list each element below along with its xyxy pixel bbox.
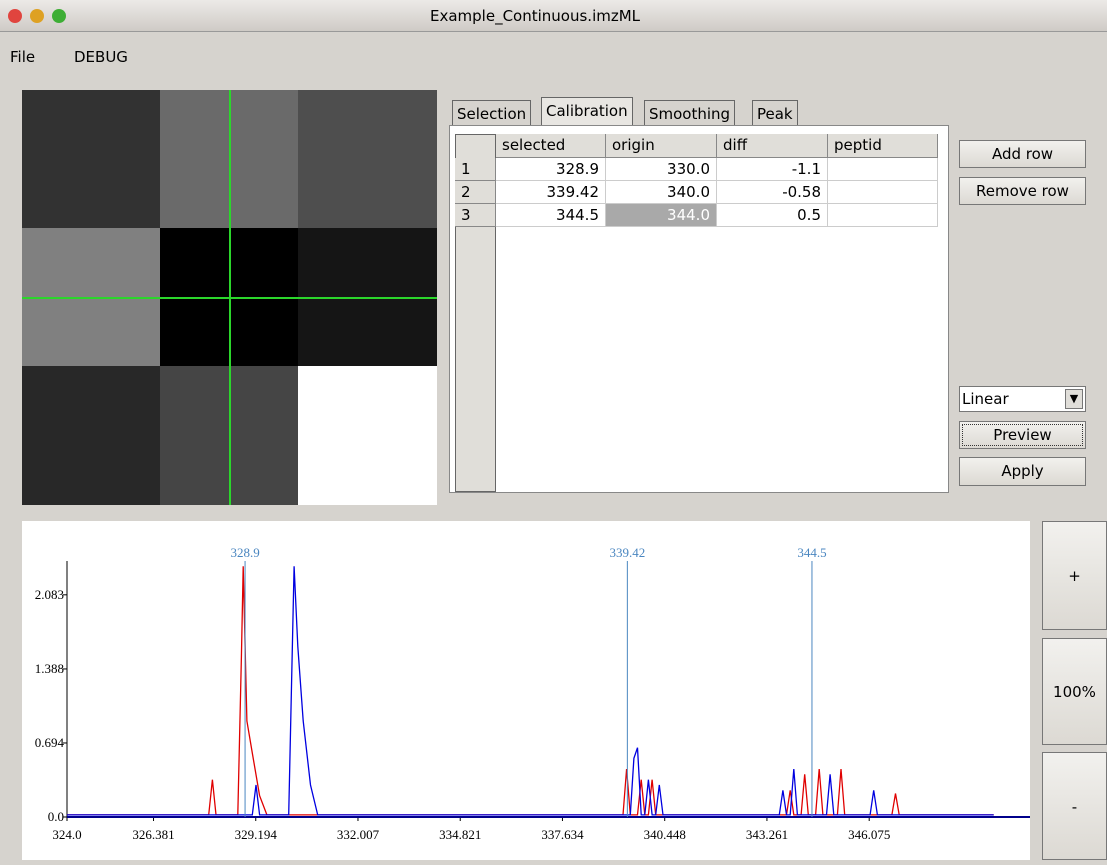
x-tick-label: 334.821 xyxy=(439,827,481,842)
spectrum-chart[interactable]: 0.0 0.694 1.388 2.083 324.0 326.381 329.194 332… xyxy=(22,521,1030,860)
pixel xyxy=(298,366,437,505)
menu-item[interactable]: File xyxy=(10,48,36,66)
menu-item[interactable]: DEBUG xyxy=(74,48,128,66)
column-header[interactable]: peptid xyxy=(828,134,938,158)
table-cell[interactable]: 344.0 xyxy=(606,204,717,227)
crosshair xyxy=(22,297,437,299)
tab[interactable]: Smoothing xyxy=(644,100,736,126)
table-cell[interactable] xyxy=(828,204,938,227)
x-tick-label: 332.007 xyxy=(337,827,380,842)
dropdown-arrow[interactable]: ▼ xyxy=(1065,389,1083,409)
row-number[interactable]: 2 xyxy=(455,181,496,204)
method-value: Linear xyxy=(962,390,1009,408)
image-view[interactable] xyxy=(22,90,437,505)
add-row-button[interactable]: Add row xyxy=(959,140,1086,168)
zoom-reset-button[interactable]: 100% xyxy=(1042,638,1107,745)
calibration-panel: selected origin diff peptid 1 328.9 330.0-… xyxy=(449,125,949,493)
zoom-button[interactable] xyxy=(52,9,66,23)
tab-active[interactable]: Calibration xyxy=(541,97,633,126)
pixel xyxy=(298,90,437,228)
x-tick-label: 326.381 xyxy=(132,827,174,842)
tab[interactable]: Selection xyxy=(452,100,532,126)
x-tick-label: 329.194 xyxy=(235,827,278,842)
row-number[interactable]: 1 xyxy=(455,158,496,181)
close-button[interactable] xyxy=(8,9,22,23)
pixel xyxy=(22,366,160,505)
method-select[interactable]: Linear ▼ xyxy=(959,386,1086,412)
minimize-button[interactable] xyxy=(30,9,44,23)
column-header[interactable]: diff xyxy=(717,134,828,158)
table-cell[interactable]: 340.0 xyxy=(606,181,717,204)
table-cell[interactable]: 328.9 xyxy=(496,158,606,181)
title-bar: Example_Continuous.imzML xyxy=(0,0,1107,32)
table-cell[interactable]: 0.5 xyxy=(717,204,828,227)
row-number[interactable]: 3 xyxy=(455,204,496,227)
x-tick-label: 324.0 xyxy=(52,827,81,842)
plot-background xyxy=(22,521,1030,860)
zoom-out-button[interactable]: - xyxy=(1042,752,1107,860)
y-tick-label: 0.0 xyxy=(48,809,64,824)
remove-row-button[interactable]: Remove row xyxy=(959,177,1086,205)
spectrum-line xyxy=(67,566,994,816)
table-cell[interactable]: 344.5 xyxy=(496,204,606,227)
marker-label: 339.42 xyxy=(609,545,645,560)
tab[interactable]: Peak xyxy=(752,100,798,126)
zoom-in-button[interactable]: + xyxy=(1042,521,1107,630)
y-tick-label: 1.388 xyxy=(35,661,64,676)
table-cell[interactable] xyxy=(828,181,938,204)
table-cell[interactable]: -0.58 xyxy=(717,181,828,204)
marker-label: 328.9 xyxy=(230,545,259,560)
pixel xyxy=(22,90,160,228)
column-header[interactable]: origin xyxy=(606,134,717,158)
preview-button[interactable]: Preview xyxy=(959,421,1086,449)
marker-label: 344.5 xyxy=(797,545,826,560)
table-cell[interactable]: 339.42 xyxy=(496,181,606,204)
y-tick-label: 2.083 xyxy=(35,587,64,602)
apply-button[interactable]: Apply xyxy=(959,457,1086,486)
table-cell[interactable] xyxy=(828,158,938,181)
x-tick-label: 346.075 xyxy=(848,827,890,842)
column-header[interactable]: selected xyxy=(496,134,606,158)
table-cell[interactable]: 330.0 xyxy=(606,158,717,181)
y-tick-label: 0.694 xyxy=(35,735,65,750)
x-tick-label: 343.261 xyxy=(746,827,788,842)
x-tick-label: 337.634 xyxy=(541,827,584,842)
window-title: Example_Continuous.imzML xyxy=(430,7,641,25)
table-cell[interactable]: -1.1 xyxy=(717,158,828,181)
x-tick-label: 340.448 xyxy=(644,827,686,842)
